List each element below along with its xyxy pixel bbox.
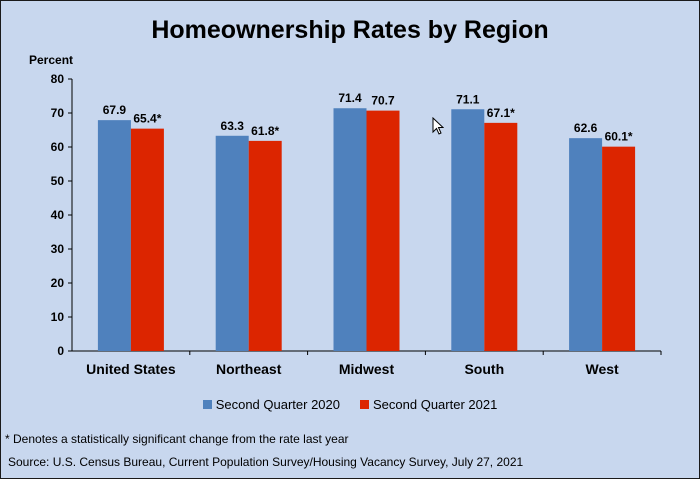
x-tick-label: West — [585, 361, 619, 377]
bar-2021 — [484, 122, 518, 351]
source-note: Source: U.S. Census Bureau, Current Popu… — [8, 455, 524, 469]
data-label: 67.9 — [103, 103, 127, 117]
legend-label-series-2: Second Quarter 2021 — [373, 397, 498, 412]
data-label: 67.1* — [487, 106, 515, 120]
data-label: 63.3 — [221, 119, 245, 133]
data-label: 65.4* — [133, 112, 161, 126]
data-label: 70.7 — [371, 94, 395, 108]
x-tick-label: Northeast — [216, 361, 282, 377]
y-tick-label: 20 — [51, 276, 65, 290]
bar-2020 — [215, 135, 249, 351]
data-label: 61.8* — [251, 124, 279, 138]
bar-2020 — [451, 109, 485, 351]
data-label: 62.6 — [574, 121, 598, 135]
chart-legend: Second Quarter 2020 Second Quarter 2021 — [1, 397, 699, 412]
data-label: 71.4 — [338, 91, 362, 105]
data-label: 71.1 — [456, 92, 480, 106]
y-tick-label: 30 — [51, 242, 65, 256]
legend-swatch-series-2 — [360, 400, 369, 409]
chart-title: Homeownership Rates by Region — [151, 16, 549, 44]
data-label: 60.1* — [605, 130, 633, 144]
y-tick-label: 40 — [51, 208, 65, 222]
x-tick-label: Midwest — [339, 361, 395, 377]
y-tick-label: 60 — [51, 140, 65, 154]
legend-item-series-1: Second Quarter 2020 — [202, 397, 340, 412]
mouse-pointer-icon — [432, 117, 444, 135]
bar-2021 — [248, 140, 282, 351]
legend-item-series-2: Second Quarter 2021 — [360, 397, 497, 412]
y-tick-label: 10 — [51, 310, 65, 324]
y-tick-label: 70 — [51, 106, 65, 120]
chart-plot: 0 10 20 30 40 50 60 70 80 67.9 65.4* United States 6… — [51, 72, 662, 377]
y-tick-label: 0 — [57, 344, 64, 358]
y-axis-label: Percent — [29, 53, 74, 67]
bar-2021 — [366, 110, 400, 352]
bar-2020 — [569, 138, 603, 351]
footnote: * Denotes a statistically significant ch… — [5, 432, 349, 446]
x-tick-label: South — [464, 361, 504, 377]
y-tick-label: 50 — [51, 174, 65, 188]
legend-label-series-1: Second Quarter 2020 — [215, 397, 340, 412]
bar-2021 — [602, 146, 636, 351]
legend-swatch-series-1 — [202, 400, 212, 409]
bar-2021 — [130, 128, 164, 351]
bar-2020 — [333, 108, 367, 352]
bar-2020 — [97, 120, 131, 351]
y-tick-label: 80 — [51, 72, 65, 86]
x-tick-label: United States — [86, 361, 176, 377]
